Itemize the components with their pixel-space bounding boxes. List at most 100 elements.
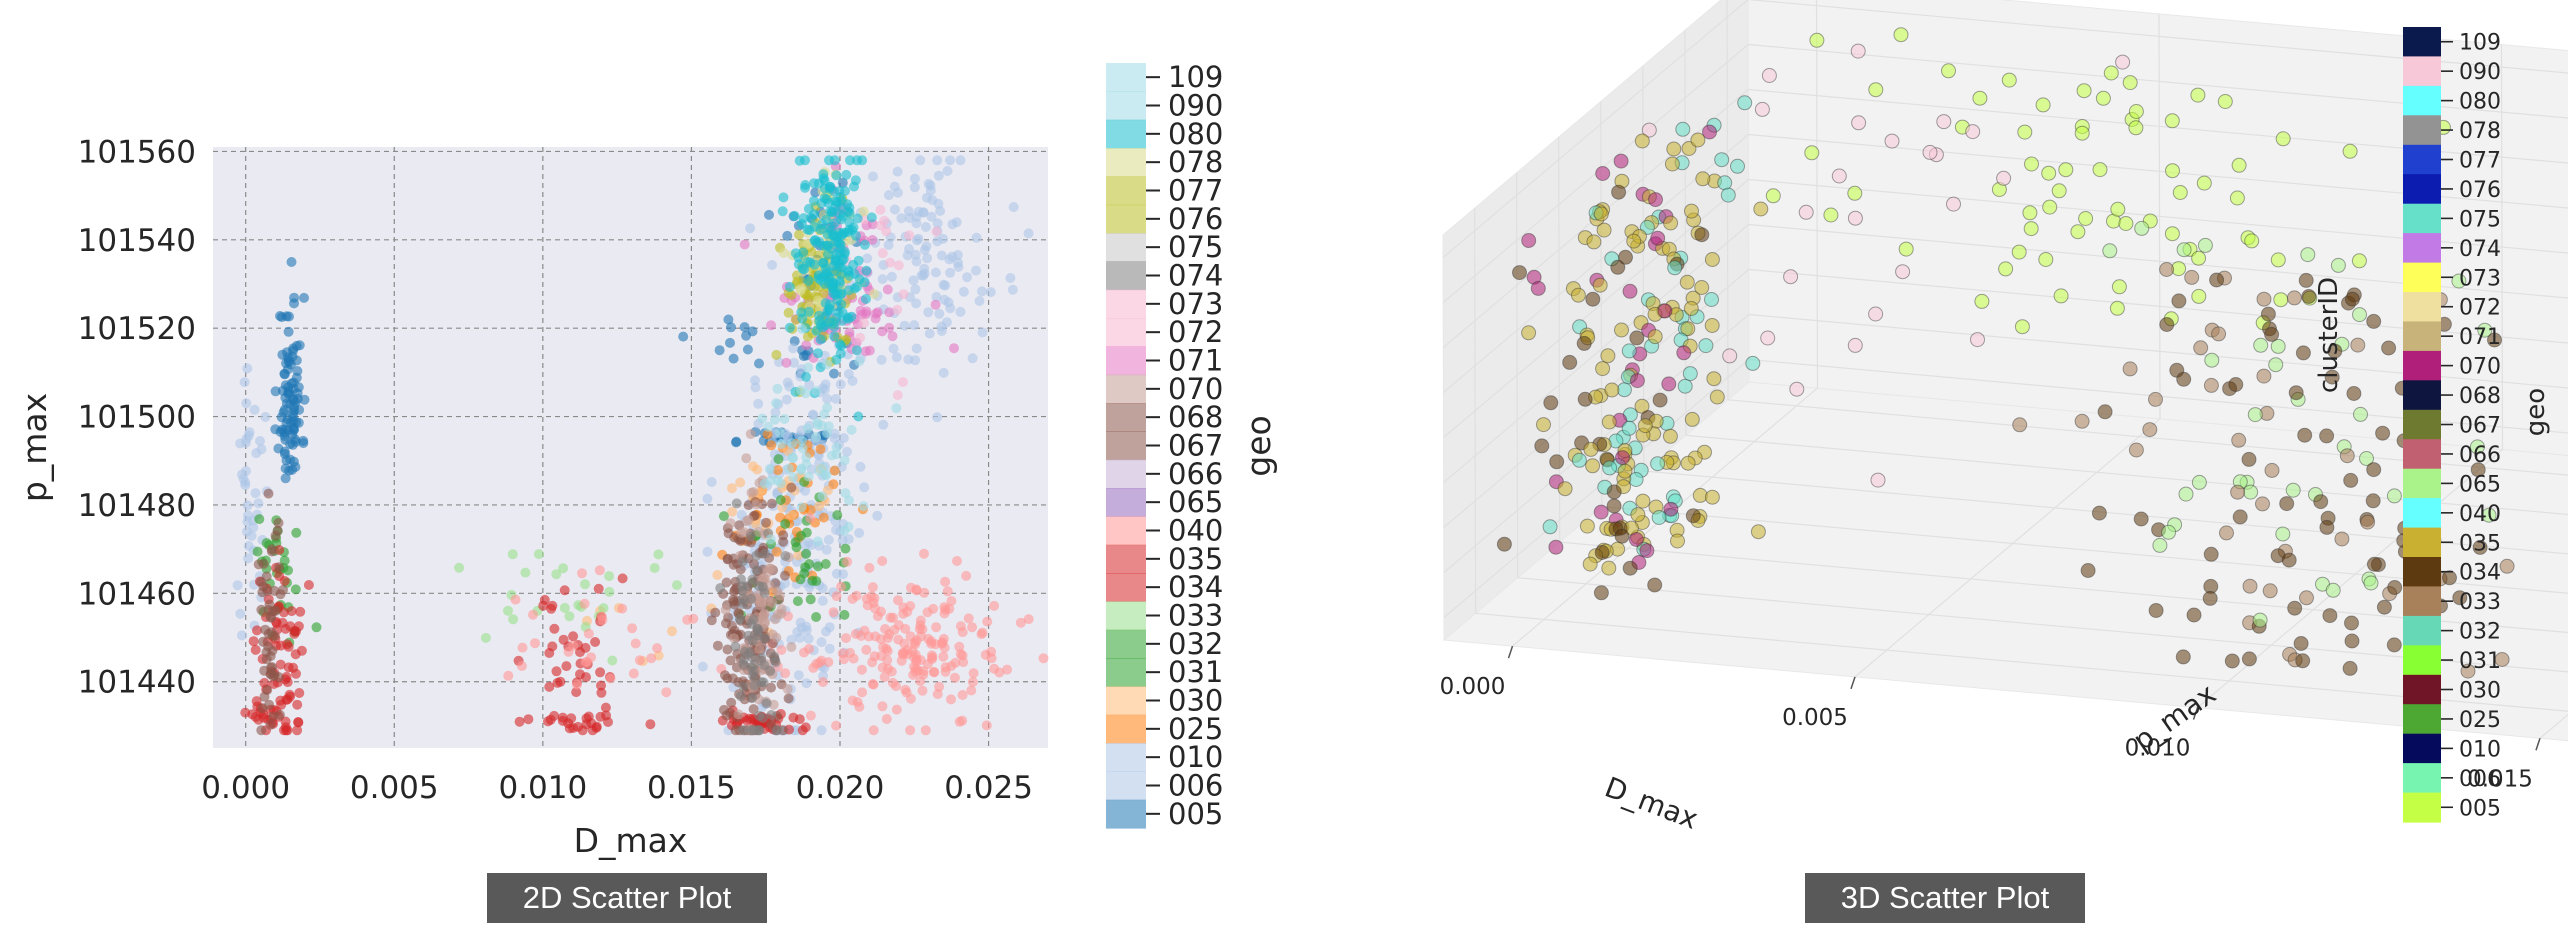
y-tick-label: 101500 <box>78 400 196 436</box>
data-point <box>799 568 810 579</box>
data-point <box>759 478 770 489</box>
data-point <box>780 551 791 561</box>
data-point <box>893 260 904 271</box>
data-point <box>2202 590 2218 606</box>
data-point <box>766 710 777 720</box>
data-point <box>530 638 540 649</box>
data-point <box>725 337 735 348</box>
colorbar-swatch <box>2403 56 2441 87</box>
data-point <box>1972 90 1988 106</box>
data-point <box>1680 455 1696 471</box>
data-point <box>2161 524 2177 540</box>
caption-2d-scatter: 2D Scatter Plot <box>487 873 767 923</box>
colorbar-tick-label: 065 <box>1168 485 1223 519</box>
data-point <box>841 169 852 180</box>
data-point <box>859 277 870 288</box>
data-point <box>1884 133 1900 149</box>
data-point <box>787 453 798 464</box>
data-point <box>818 677 828 687</box>
colorbar-tick-label: 040 <box>1168 514 1223 548</box>
data-point <box>551 666 562 677</box>
data-point <box>2203 546 2219 562</box>
data-point <box>580 579 590 590</box>
data-point <box>879 672 890 682</box>
data-point <box>2035 97 2051 113</box>
data-point <box>876 354 887 365</box>
data-point <box>604 586 615 597</box>
data-point <box>1804 145 1820 161</box>
data-point <box>780 570 790 581</box>
data-point <box>731 437 742 448</box>
data-point <box>1698 338 1714 354</box>
data-point <box>1670 533 1685 549</box>
z-gridline <box>1748 223 2568 299</box>
data-point <box>2228 377 2244 392</box>
data-point <box>280 392 291 403</box>
data-point <box>829 465 840 476</box>
data-point <box>938 367 949 378</box>
data-point <box>555 676 566 687</box>
data-point <box>1593 504 1609 520</box>
data-point <box>1783 269 1799 285</box>
data-point <box>1667 260 1683 276</box>
data-point <box>1630 507 1646 523</box>
data-point <box>942 586 953 597</box>
data-point <box>778 192 789 203</box>
data-point <box>823 421 834 432</box>
data-point <box>747 326 758 337</box>
data-point <box>786 482 797 493</box>
data-point <box>2186 607 2202 623</box>
data-point <box>780 519 791 529</box>
data-point <box>2152 537 2168 553</box>
data-point <box>878 419 889 430</box>
data-point <box>766 682 776 693</box>
data-point <box>786 510 797 521</box>
data-point <box>761 698 772 709</box>
data-point <box>946 596 957 606</box>
data-point <box>892 166 903 177</box>
data-point <box>942 166 953 176</box>
colorbar-swatch <box>1106 431 1146 461</box>
data-point <box>967 677 978 687</box>
data-point <box>882 284 893 295</box>
data-point <box>2325 582 2341 598</box>
colorbar-swatch <box>2403 498 2441 529</box>
data-point <box>607 655 618 666</box>
data-point <box>298 438 309 449</box>
data-point <box>593 583 604 594</box>
data-point <box>2365 493 2381 509</box>
data-point <box>1893 27 1909 43</box>
data-point <box>738 725 749 736</box>
data-point <box>1521 325 1537 341</box>
data-point <box>2053 288 2069 304</box>
data-point <box>781 394 792 405</box>
data-point <box>945 267 956 278</box>
x-axis-label: D_max <box>1600 770 1702 835</box>
data-point <box>905 693 916 704</box>
colorbar-swatch <box>1106 658 1146 687</box>
data-point <box>809 178 819 189</box>
data-point <box>887 677 898 688</box>
data-point <box>2319 519 2335 535</box>
colorbar-tick-label: 035 <box>1168 542 1223 576</box>
data-point <box>235 438 246 449</box>
data-point <box>559 602 570 613</box>
colorbar-swatch <box>1106 799 1146 829</box>
data-point <box>859 482 870 493</box>
data-point <box>806 212 816 223</box>
data-point <box>250 644 261 655</box>
data-point <box>728 633 739 644</box>
data-point <box>842 446 852 457</box>
colorbar-swatch <box>2403 233 2441 264</box>
data-point <box>783 463 794 474</box>
data-point <box>299 394 310 405</box>
data-point <box>801 459 812 470</box>
data-point <box>2281 552 2297 568</box>
data-point <box>908 669 919 680</box>
data-point <box>819 469 830 480</box>
data-point <box>1614 528 1630 544</box>
data-point <box>2191 250 2207 266</box>
data-point <box>1651 510 1667 525</box>
data-point <box>803 275 814 286</box>
data-point <box>1694 227 1710 243</box>
